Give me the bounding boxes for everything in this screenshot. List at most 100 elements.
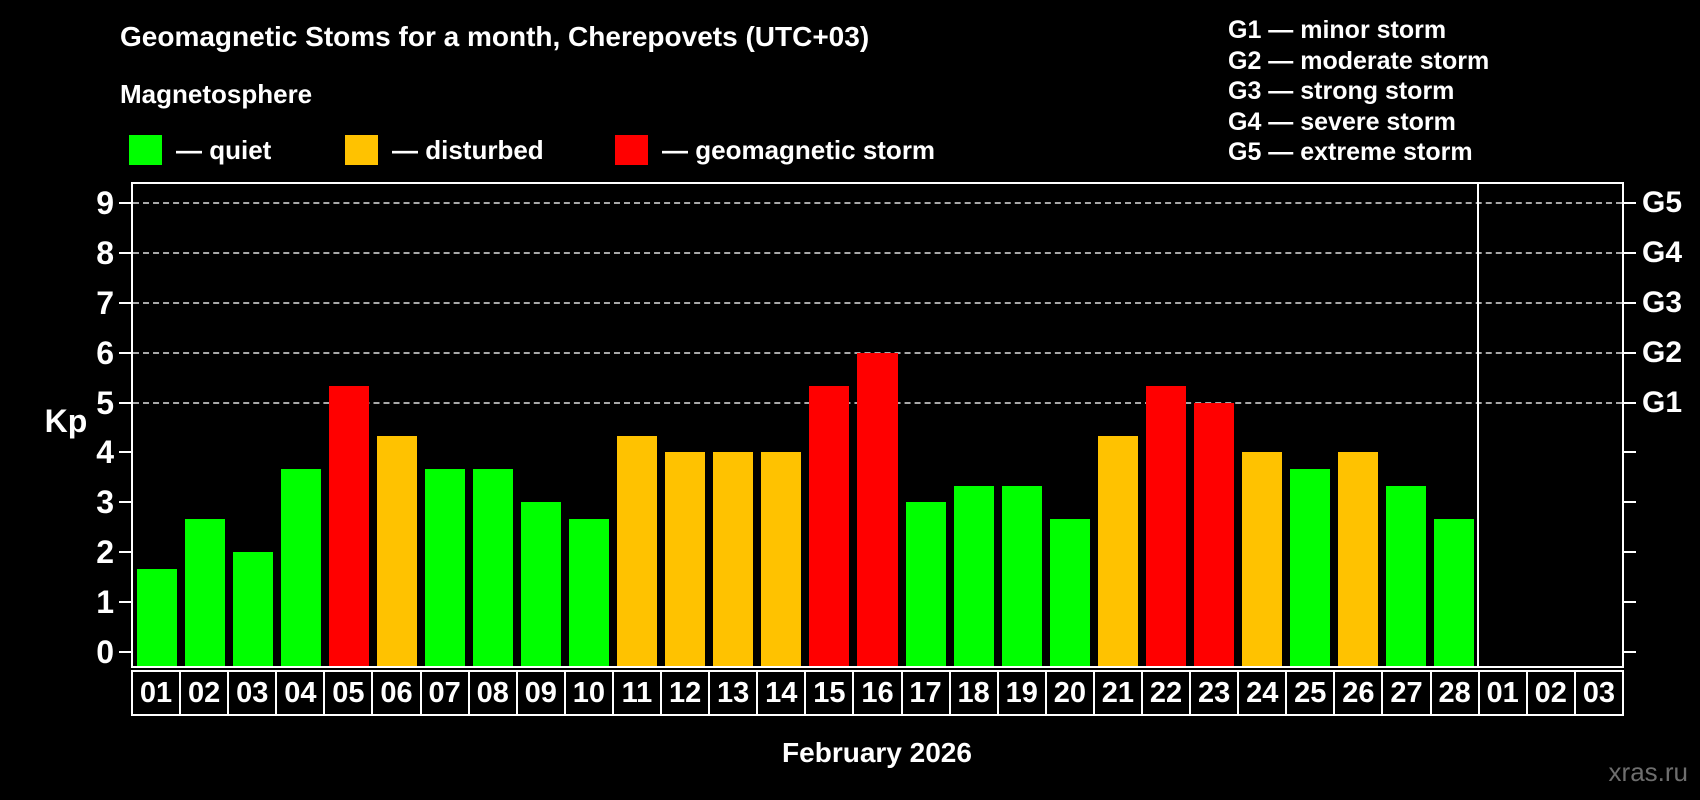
day-label-feb-11: 11: [611, 670, 663, 716]
kp-bar-day-19-quiet: [1001, 485, 1042, 666]
right-tick-kp3: [1624, 501, 1636, 504]
g-level-label-G3: G3: [1642, 285, 1683, 319]
month-separator-line: [1476, 184, 1479, 666]
day-label-mar-03: 03: [1573, 670, 1624, 716]
left-tick-kp8: [119, 251, 131, 254]
day-label-feb-02: 02: [179, 670, 230, 716]
day-label-feb-05: 05: [323, 670, 374, 716]
storm-scale-line: G4 — severe storm: [1228, 107, 1456, 136]
y-tick-label-2: 2: [96, 534, 114, 571]
y-tick-label-9: 9: [96, 184, 114, 221]
day-label-feb-28: 28: [1429, 670, 1480, 716]
kp-bar-day-08-quiet: [473, 468, 514, 666]
kp-bar-day-14-disturbed: [761, 452, 802, 666]
legend-item-storm: — geomagnetic storm: [615, 133, 935, 167]
right-tick-kp6: [1624, 351, 1636, 354]
g-level-label-G2: G2: [1642, 335, 1683, 369]
day-label-feb-17: 17: [900, 670, 951, 716]
gridline-kp7: [133, 301, 1622, 304]
day-label-feb-24: 24: [1237, 670, 1288, 716]
legend-label: — quiet: [176, 134, 272, 165]
y-tick-label-8: 8: [96, 234, 114, 271]
day-label-feb-09: 09: [515, 670, 566, 716]
storm-scale-line: G2 — moderate storm: [1228, 46, 1490, 75]
gridline-kp8: [133, 251, 1622, 254]
day-label-mar-02: 02: [1525, 670, 1576, 716]
kp-bar-day-25-quiet: [1289, 468, 1330, 666]
g-level-label-G4: G4: [1642, 235, 1683, 269]
kp-bar-day-22-storm: [1145, 386, 1186, 666]
kp-bar-day-10-quiet: [569, 518, 610, 666]
left-tick-kp7: [119, 301, 131, 304]
legend-item-quiet: — quiet: [129, 133, 271, 167]
kp-bar-day-13-disturbed: [713, 452, 754, 666]
day-label-feb-03: 03: [227, 670, 278, 716]
left-tick-kp3: [119, 501, 131, 504]
day-label-feb-06: 06: [371, 670, 422, 716]
storm-swatch-icon: [615, 135, 648, 165]
legend-label: — geomagnetic storm: [662, 134, 936, 165]
kp-bar-day-12-disturbed: [665, 452, 706, 666]
kp-bar-day-09-quiet: [521, 502, 562, 666]
kp-bar-day-17-quiet: [905, 502, 946, 666]
chart-title: Geomagnetic Stoms for a month, Cherepove…: [120, 21, 870, 52]
storm-scale-legend: G1 — minor storm G2 — moderate storm G3 — …: [1228, 15, 1489, 168]
kp-bar-day-07-quiet: [425, 468, 466, 666]
left-tick-kp5: [119, 401, 131, 404]
storm-scale-line: G1 — minor storm: [1228, 16, 1447, 44]
y-tick-label-4: 4: [96, 434, 114, 471]
kp-bar-day-01-quiet: [137, 568, 178, 666]
kp-bar-day-27-quiet: [1385, 485, 1426, 666]
left-tick-kp6: [119, 351, 131, 354]
chart-subtitle: Magnetosphere: [120, 79, 313, 109]
left-tick-kp9: [119, 201, 131, 204]
day-label-feb-21: 21: [1092, 670, 1143, 716]
kp-bar-day-05-storm: [329, 386, 370, 666]
gridline-kp6: [133, 351, 1622, 354]
y-tick-label-5: 5: [96, 384, 114, 421]
kp-bar-day-11-disturbed: [617, 435, 658, 666]
y-tick-label-0: 0: [96, 634, 114, 670]
day-label-feb-22: 22: [1140, 670, 1192, 716]
day-label-mar-01: 01: [1477, 670, 1528, 716]
watermark: xras.ru: [1608, 757, 1688, 787]
left-tick-kp4: [119, 451, 131, 454]
day-label-feb-07: 07: [419, 670, 470, 716]
kp-bar-day-02-quiet: [185, 518, 226, 666]
right-tick-kp1: [1624, 601, 1636, 604]
kp-bar-day-20-quiet: [1049, 518, 1090, 666]
day-label-feb-14: 14: [756, 670, 807, 716]
kp-bar-day-04-quiet: [281, 468, 322, 666]
kp-bar-day-16-storm: [857, 352, 898, 666]
day-label-feb-15: 15: [804, 670, 855, 716]
kp-bar-day-28-quiet: [1433, 518, 1474, 666]
day-label-feb-08: 08: [467, 670, 518, 716]
right-tick-kp7: [1624, 301, 1636, 304]
left-tick-kp1: [119, 601, 131, 604]
day-label-feb-13: 13: [708, 670, 759, 716]
x-axis-title: February 2026: [782, 737, 972, 768]
day-label-feb-27: 27: [1381, 670, 1432, 716]
right-tick-kp0: [1624, 651, 1636, 653]
kp-bar-day-24-disturbed: [1241, 452, 1282, 666]
day-axis-row: 01 02 03 04 05 06 07 08 09 10 11 12 13 14 15 16 17 18 19 20…: [131, 670, 1624, 716]
kp-bar-day-06-disturbed: [377, 435, 418, 666]
day-label-feb-26: 26: [1333, 670, 1384, 716]
plot-area: [131, 182, 1624, 668]
right-tick-kp2: [1624, 551, 1636, 554]
g-level-label-G5: G5: [1642, 185, 1683, 219]
left-tick-kp0: [119, 651, 131, 653]
y-tick-label-6: 6: [96, 334, 114, 371]
right-tick-kp9: [1624, 201, 1636, 204]
legend-label: — disturbed: [392, 134, 544, 165]
disturbed-swatch-icon: [345, 135, 378, 165]
kp-bar-day-15-storm: [809, 386, 850, 666]
g-level-label-G1: G1: [1642, 385, 1683, 419]
day-label-feb-04: 04: [275, 670, 326, 716]
day-label-feb-10: 10: [563, 670, 614, 716]
right-tick-kp8: [1624, 251, 1636, 254]
day-label-feb-25: 25: [1285, 670, 1336, 716]
kp-bar-day-03-quiet: [233, 552, 274, 666]
right-tick-kp5: [1624, 401, 1636, 404]
